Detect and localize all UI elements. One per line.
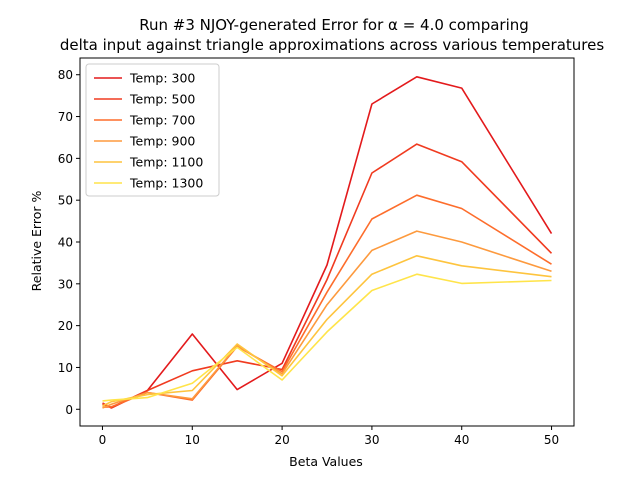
legend-box	[85, 63, 220, 197]
x-tick-label-4: 40	[454, 433, 469, 447]
x-tick-label-5: 50	[544, 433, 559, 447]
y-tick-label-6: 60	[58, 152, 73, 166]
legend-label-5: Temp: 1300	[129, 176, 203, 191]
legend-label-3: Temp: 900	[129, 134, 195, 149]
series-line-5	[102, 273, 552, 402]
series-line-2	[102, 194, 552, 408]
y-tick-label-0: 0	[65, 403, 73, 417]
legend-label-1: Temp: 500	[129, 92, 195, 107]
legend-label-2: Temp: 700	[129, 113, 195, 128]
chart-title-line-1: Run #3 NJOY-generated Error for α = 4.0 …	[139, 16, 529, 34]
x-tick-label-3: 30	[364, 433, 379, 447]
legend-label-0: Temp: 300	[129, 71, 195, 86]
y-tick-label-1: 10	[58, 361, 73, 375]
x-tick-label-0: 0	[99, 433, 107, 447]
x-tick-label-1: 10	[185, 433, 200, 447]
legend-label-4: Temp: 1100	[129, 155, 203, 170]
y-tick-label-3: 30	[58, 277, 73, 291]
series-line-4	[102, 255, 552, 407]
y-tick-label-2: 20	[58, 319, 73, 333]
y-tick-label-7: 70	[58, 110, 73, 124]
y-tick-label-4: 40	[58, 236, 73, 250]
plot-area: 0 10 20 30 40 50 0 10 20 30 40 50 60 70 80 Temp: 300 Tem…	[58, 57, 575, 447]
chart-title-line-2: delta input against triangle approximati…	[60, 36, 605, 54]
y-tick-label-8: 80	[58, 68, 73, 82]
y-tick-label-5: 50	[58, 194, 73, 208]
x-tick-label-2: 20	[274, 433, 289, 447]
x-axis-label: Beta Values	[289, 454, 363, 469]
y-axis-label: Relative Error %	[29, 191, 44, 292]
